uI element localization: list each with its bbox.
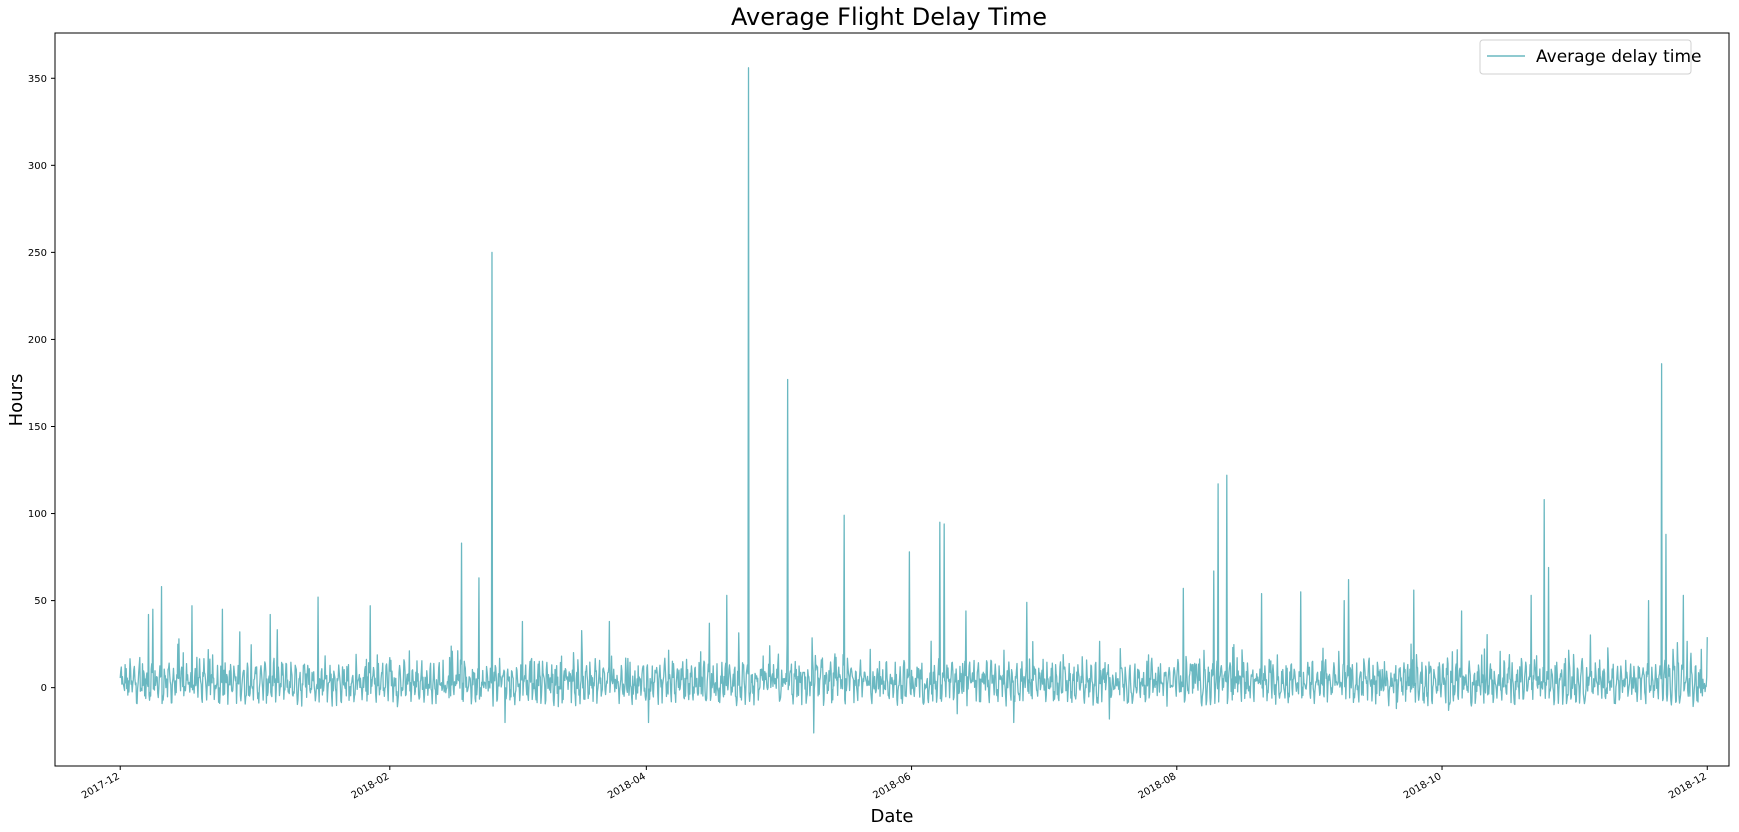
y-tick-label: 300 xyxy=(28,161,47,172)
chart-title: Average Flight Delay Time xyxy=(731,3,1047,31)
x-axis-label: Date xyxy=(870,806,913,827)
y-tick-label: 50 xyxy=(34,596,47,607)
y-tick-label: 0 xyxy=(41,683,47,694)
y-tick-label: 150 xyxy=(28,422,47,433)
legend-box xyxy=(1479,39,1692,75)
y-axis: 0 50 100 150 200 250 300 350 xyxy=(28,74,55,694)
legend-label: Average delay time xyxy=(1536,47,1701,67)
x-axis: 2017-12 2018-02 2018-04 2018-06 2018-08 2018-… xyxy=(80,766,1709,801)
x-tick-label: 2018-12 xyxy=(1667,771,1709,801)
x-tick-label: 2018-02 xyxy=(350,771,392,801)
legend: Average delay time xyxy=(1479,39,1701,75)
x-tick-label: 2018-06 xyxy=(871,771,913,801)
x-tick-label: 2018-08 xyxy=(1137,771,1179,801)
y-tick-label: 100 xyxy=(28,509,47,520)
x-tick-label: 2018-04 xyxy=(606,771,648,801)
plot-area xyxy=(54,32,1730,767)
y-tick-label: 250 xyxy=(28,248,47,259)
x-tick-label: 2018-10 xyxy=(1402,771,1444,801)
y-tick-label: 200 xyxy=(28,335,47,346)
y-tick-label: 350 xyxy=(28,74,47,85)
y-axis-label: Hours xyxy=(6,374,27,427)
series-line-average-delay-time xyxy=(119,67,1708,734)
x-tick-label: 2017-12 xyxy=(80,771,122,801)
series-layer xyxy=(119,67,1708,734)
